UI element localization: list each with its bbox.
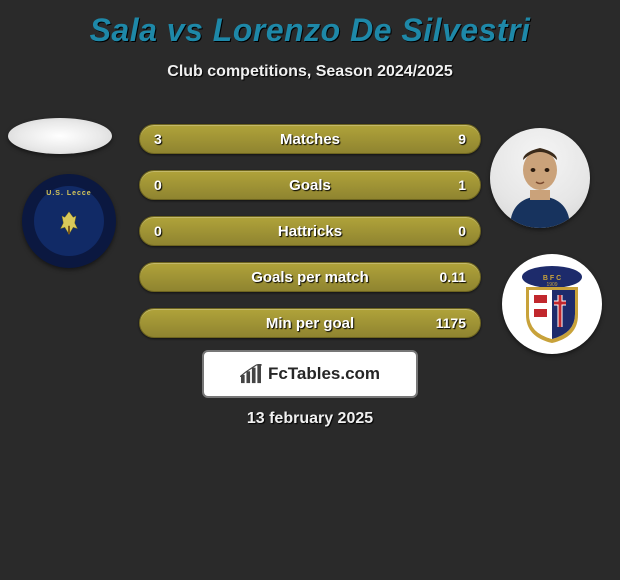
wolf-icon bbox=[55, 209, 83, 237]
club-left-crest: U.S. Lecce bbox=[22, 174, 116, 268]
stats-block: 3 Matches 9 0 Goals 1 0 Hattricks 0 Goal… bbox=[139, 124, 481, 354]
stat-row-min-per-goal: Min per goal 1175 bbox=[139, 308, 481, 338]
bar-chart-icon bbox=[240, 364, 262, 384]
stat-row-goals: 0 Goals 1 bbox=[139, 170, 481, 200]
brand-box[interactable]: FcTables.com bbox=[202, 350, 418, 398]
club-left-label: U.S. Lecce bbox=[46, 190, 91, 197]
brand-label: FcTables.com bbox=[268, 364, 380, 384]
svg-text:B F C: B F C bbox=[543, 275, 561, 282]
stat-row-hattricks: 0 Hattricks 0 bbox=[139, 216, 481, 246]
player-left-avatar bbox=[8, 118, 112, 154]
club-right-crest: B F C 1909 bbox=[502, 254, 602, 354]
subtitle: Club competitions, Season 2024/2025 bbox=[0, 63, 620, 81]
page-title: Sala vs Lorenzo De Silvestri bbox=[0, 0, 620, 49]
player-silhouette-icon bbox=[500, 142, 580, 228]
comparison-card: Sala vs Lorenzo De Silvestri Club compet… bbox=[0, 0, 620, 580]
stat-label: Goals bbox=[140, 177, 480, 194]
stat-label: Hattricks bbox=[140, 223, 480, 240]
club-left-crest-inner: U.S. Lecce bbox=[34, 186, 104, 256]
stat-row-goals-per-match: Goals per match 0.11 bbox=[139, 262, 481, 292]
date-text: 13 february 2025 bbox=[0, 410, 620, 428]
stat-label: Min per goal bbox=[140, 315, 480, 332]
player-right-avatar bbox=[490, 128, 590, 228]
shield-icon: B F C 1909 bbox=[520, 265, 584, 343]
stat-label: Matches bbox=[140, 131, 480, 148]
stat-row-matches: 3 Matches 9 bbox=[139, 124, 481, 154]
stat-label: Goals per match bbox=[140, 269, 480, 286]
